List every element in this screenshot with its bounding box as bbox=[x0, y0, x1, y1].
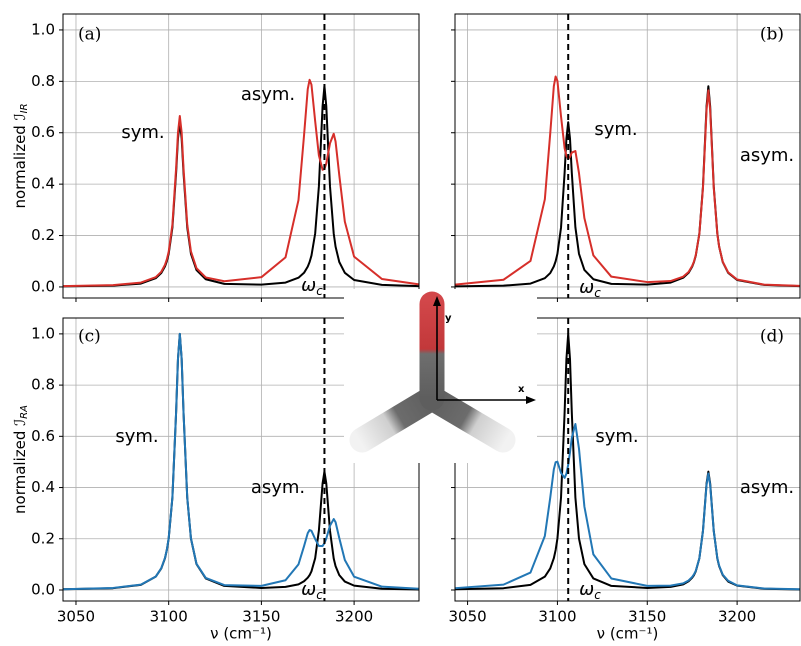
annotation-text: asym. bbox=[251, 477, 305, 498]
x-tick-label: 3050 bbox=[448, 608, 486, 626]
spectrum-line bbox=[454, 423, 801, 591]
annotation-text: ω bbox=[579, 277, 594, 298]
y-tick-label: 0.0 bbox=[31, 580, 55, 598]
y-tick-label: 0.6 bbox=[31, 427, 55, 445]
annotation: ωc bbox=[301, 275, 323, 298]
annotation-text: asym. bbox=[740, 477, 794, 498]
x-arrowhead bbox=[526, 396, 536, 404]
annotation-text: asym. bbox=[241, 84, 295, 105]
annotation: asym. bbox=[241, 84, 295, 105]
y-tick-label: 0.8 bbox=[31, 376, 55, 394]
annotation-text: sym. bbox=[121, 122, 164, 143]
annotation-text: sym. bbox=[594, 119, 637, 140]
y-tick-label: 1.0 bbox=[31, 324, 55, 342]
y-arrowhead bbox=[433, 296, 441, 306]
y-axis-title-subscript: IR bbox=[19, 103, 30, 113]
panel-label: (d) bbox=[760, 327, 784, 347]
annotation-text: sym. bbox=[115, 426, 158, 447]
annotation-subscript: c bbox=[316, 588, 323, 602]
annotation-subscript: c bbox=[316, 284, 323, 298]
x-tick-label: 3150 bbox=[242, 608, 280, 626]
y-tick-label: 0.0 bbox=[31, 277, 55, 295]
panel-label: (b) bbox=[760, 25, 784, 45]
axes-frame bbox=[454, 13, 801, 299]
y-axis-title: normalized ℐRA bbox=[11, 405, 31, 514]
plot-area bbox=[63, 14, 419, 298]
annotation: sym. bbox=[121, 122, 164, 143]
annotation: sym. bbox=[594, 119, 637, 140]
y-tick-label: 0.8 bbox=[31, 72, 55, 90]
y-tick-label: 1.0 bbox=[31, 20, 55, 38]
x-tick-label: 3200 bbox=[718, 608, 756, 626]
annotation-subscript: c bbox=[594, 286, 601, 300]
annotation-text: asym. bbox=[740, 145, 794, 166]
annotation-text: sym. bbox=[595, 426, 638, 447]
bond-right bbox=[419, 385, 516, 453]
spectrum-line bbox=[454, 75, 801, 287]
y-tick-label: 0.6 bbox=[31, 123, 55, 141]
annotation-text: ω bbox=[579, 579, 594, 600]
panel: (b) sym. asym. ωc bbox=[451, 13, 801, 302]
y-tick-label: 0.2 bbox=[31, 529, 55, 547]
annotation: ωc bbox=[579, 579, 601, 602]
y-tick-label: 0.2 bbox=[31, 226, 55, 244]
y-axis-title: normalized ℐIR bbox=[11, 103, 31, 208]
panel-label: (a) bbox=[78, 25, 101, 45]
molecule-inset: x y bbox=[344, 289, 537, 463]
spectrum-line bbox=[62, 332, 420, 591]
x-axis-title: ν (cm⁻¹) bbox=[210, 625, 272, 643]
y-axis-label: y bbox=[445, 313, 452, 324]
annotation: ωc bbox=[301, 579, 323, 602]
annotation: sym. bbox=[595, 426, 638, 447]
annotation: asym. bbox=[251, 477, 305, 498]
x-tick-label: 3200 bbox=[335, 608, 373, 626]
annotation-subscript: c bbox=[594, 588, 601, 602]
annotation: sym. bbox=[115, 426, 158, 447]
y-tick-label: 0.4 bbox=[31, 175, 55, 193]
bond-left bbox=[349, 385, 445, 453]
y-axis-title-subscript: RA bbox=[19, 405, 30, 419]
y-tick-label: 0.4 bbox=[31, 478, 55, 496]
y-axis-title-text: normalized ℐ bbox=[11, 419, 29, 514]
x-tick-label: 3100 bbox=[538, 608, 576, 626]
x-tick-label: 3100 bbox=[150, 608, 188, 626]
x-axis-title: ν (cm⁻¹) bbox=[597, 625, 659, 643]
x-axis-label: x bbox=[518, 384, 525, 395]
annotation: ωc bbox=[579, 277, 601, 300]
spectrum-line bbox=[62, 78, 420, 288]
x-tick-label: 3150 bbox=[628, 608, 666, 626]
y-axis-title-text: normalized ℐ bbox=[11, 113, 29, 208]
plot-area bbox=[455, 14, 800, 298]
annotation-text: ω bbox=[301, 579, 316, 600]
annotation-text: ω bbox=[301, 275, 316, 296]
x-tick-label: 3050 bbox=[57, 608, 95, 626]
axes-frame bbox=[62, 13, 420, 299]
annotation: asym. bbox=[740, 477, 794, 498]
panel: 0.0 0.2 0.4 0.6 0.8 1.0 (a) sym. asym. ωc normaliz… bbox=[11, 13, 420, 302]
panel-label: (c) bbox=[78, 327, 101, 347]
annotation: asym. bbox=[740, 145, 794, 166]
